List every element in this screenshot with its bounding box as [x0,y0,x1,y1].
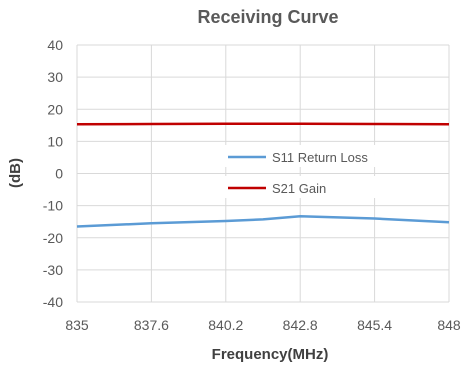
y-tick-label: -30 [43,262,63,278]
s11-return-loss-line [76,214,450,228]
y-tick-label: -10 [43,198,63,214]
s21-gain-line [76,122,450,126]
y-axis-title: (dB) [7,158,24,188]
x-tick-label: 848 [437,317,461,333]
grid [76,44,450,303]
x-tick-label: 845.4 [357,317,392,333]
y-tick-label: 40 [47,37,63,53]
x-tick-labels: 835 837.6 840.2 842.8 845.4 848 [65,317,461,333]
chart-title: Receiving Curve [197,7,338,27]
y-tick-label: 20 [47,101,63,117]
x-tick-label: 842.8 [283,317,318,333]
legend-entry-bg [222,176,386,198]
y-tick-label: 0 [55,166,63,182]
x-axis-title: Frequency(MHz) [212,346,329,363]
legend-label-s21: S21 Gain [272,181,326,196]
legend-entry-bg [222,145,386,167]
x-tick-label: 840.2 [208,317,243,333]
y-tick-label: -20 [43,230,63,246]
y-tick-label: -40 [43,294,63,310]
series-lines [76,122,450,228]
y-tick-label: 10 [47,133,63,149]
legend-label-s11: S11 Return Loss [272,150,368,165]
legend: S11 Return Loss S21 Gain [222,145,386,198]
y-tick-labels: 40 30 20 10 0 -10 -20 -30 -40 [43,37,63,310]
x-tick-label: 837.6 [134,317,169,333]
y-tick-label: 30 [47,69,63,85]
x-tick-label: 835 [65,317,89,333]
